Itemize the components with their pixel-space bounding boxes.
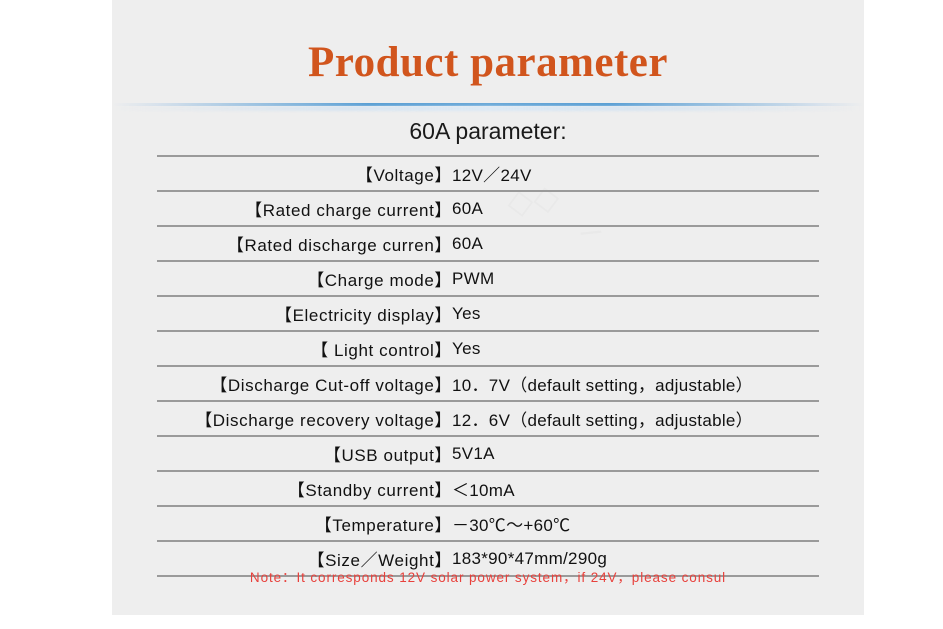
spec-value: Yes: [452, 295, 819, 332]
table-row: 【Size／Weight】 183*90*47mm/290g: [157, 540, 819, 577]
spec-label: 【Temperature】: [157, 505, 452, 542]
product-parameter-panel: ◇◇ ー Product parameter 60A parameter: 【V…: [112, 0, 864, 615]
spec-value: 60A: [452, 190, 819, 227]
title-divider-glow: [112, 106, 864, 111]
spec-label: 【Discharge recovery voltage】: [157, 400, 452, 437]
spec-label: 【Size／Weight】: [157, 540, 452, 577]
table-row: 【Rated charge current】 60A: [157, 190, 819, 227]
table-row: 【Discharge Cut-off voltage】 10．7V（defaul…: [157, 365, 819, 402]
table-row: 【Voltage】 12V／24V: [157, 155, 819, 192]
spec-label: 【Standby current】: [157, 470, 452, 507]
table-row: 【 Light control】 Yes: [157, 330, 819, 367]
title-divider: [112, 103, 864, 106]
spec-label: 【USB output】: [157, 435, 452, 472]
spec-value: PWM: [452, 260, 819, 297]
table-row: 【Electricity display】 Yes: [157, 295, 819, 332]
spec-label: 【 Light control】: [157, 330, 452, 367]
spec-label: 【Rated charge current】: [157, 190, 452, 227]
spec-value: 183*90*47mm/290g: [452, 540, 819, 577]
spec-value: Yes: [452, 330, 819, 367]
spec-value: 12．6V（default setting，adjustable）: [452, 400, 819, 437]
spec-table-body: 【Voltage】 12V／24V 【Rated charge current】…: [157, 155, 819, 577]
table-row: 【Discharge recovery voltage】 12．6V（defau…: [157, 400, 819, 437]
spec-value: 10．7V（default setting，adjustable）: [452, 365, 819, 402]
spec-value: 5V1A: [452, 435, 819, 472]
spec-label: 【Discharge Cut-off voltage】: [157, 365, 452, 402]
spec-value: 60A: [452, 225, 819, 262]
table-row: 【Temperature】 －30℃～+60℃: [157, 505, 819, 542]
table-row: 【Rated discharge curren】 60A: [157, 225, 819, 262]
spec-label: 【Electricity display】: [157, 295, 452, 332]
spec-label: 【Rated discharge curren】: [157, 225, 452, 262]
spec-label: 【Voltage】: [157, 155, 452, 192]
spec-value: 12V／24V: [452, 155, 819, 192]
page-title: Product parameter: [308, 39, 668, 86]
spec-label: 【Charge mode】: [157, 260, 452, 297]
spec-table: 【Voltage】 12V／24V 【Rated charge current】…: [157, 155, 819, 577]
table-row: 【Standby current】 ＜10mA: [157, 470, 819, 507]
table-row: 【USB output】 5V1A: [157, 435, 819, 472]
note-text: Note：It corresponds 12V solar power syst…: [249, 570, 727, 585]
spec-value: －30℃～+60℃: [452, 505, 819, 542]
spec-value: ＜10mA: [452, 470, 819, 507]
spec-heading: 60A parameter:: [409, 118, 567, 144]
table-row: 【Charge mode】 PWM: [157, 260, 819, 297]
